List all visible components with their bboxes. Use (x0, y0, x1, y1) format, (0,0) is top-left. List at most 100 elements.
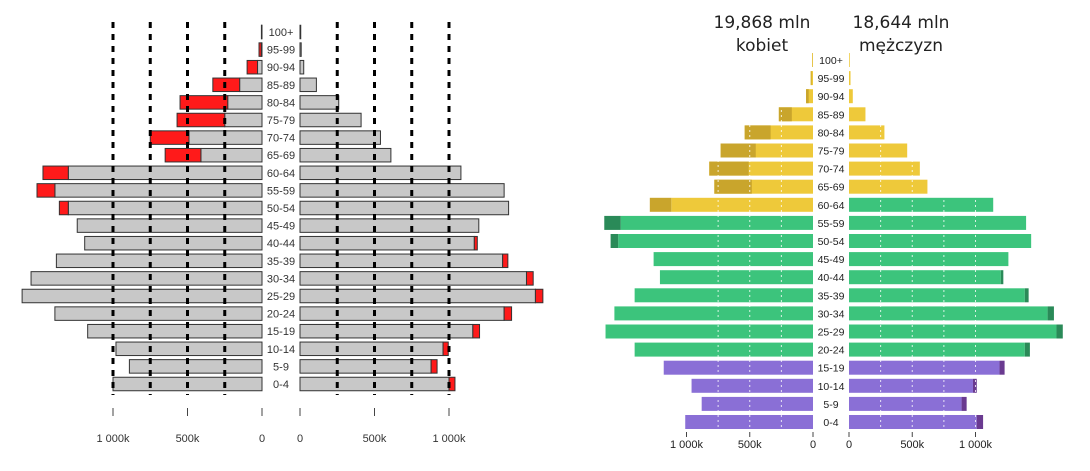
bar-men-extra-15-19 (999, 360, 1005, 375)
axis-tick-label-2: 0 (259, 433, 265, 445)
bar-women-shade-90-94 (806, 89, 809, 104)
bar-women-40-44 (659, 270, 813, 285)
bar-women-80-84 (227, 95, 263, 110)
age-label-30-34: 30-34 (267, 273, 295, 285)
bar-men-extra-20-24 (503, 306, 513, 321)
age-label-80-84: 80-84 (818, 127, 845, 139)
bar-men-50-54 (299, 200, 510, 216)
bar-women-extra-60-64 (42, 165, 69, 181)
bar-men-extra-10-14 (972, 378, 977, 393)
bar-women-50-54 (67, 200, 263, 216)
age-label-5-9: 5-9 (273, 361, 289, 373)
bar-women-65-69 (200, 147, 263, 163)
bar-men-35-39 (849, 288, 1025, 303)
bar-women-60-64 (67, 165, 263, 181)
bar-women-55-59 (54, 183, 263, 198)
bar-women-extra-75-79 (176, 112, 226, 128)
bar-women-55-59 (620, 215, 813, 230)
bar-women-10-14 (691, 378, 813, 393)
bar-women-35-39 (55, 253, 263, 269)
bar-women-extra-50-54 (58, 200, 69, 216)
bar-women-100+ (812, 53, 813, 67)
age-label-25-29: 25-29 (267, 291, 295, 303)
bar-men-70-74 (849, 161, 920, 176)
bar-men-20-24 (299, 306, 505, 321)
bar-women-extra-55-59 (604, 215, 621, 230)
men-total: 18,644 mln (852, 13, 950, 33)
bar-men-85-89 (299, 77, 317, 93)
bar-men-extra-40-44 (473, 235, 478, 251)
age-label-50-54: 50-54 (818, 236, 845, 248)
bar-men-5-9 (849, 396, 962, 411)
bar-men-extra-25-29 (1056, 324, 1063, 339)
bar-women-25-29 (605, 324, 813, 339)
age-label-35-39: 35-39 (267, 256, 295, 268)
bar-men-35-39 (299, 253, 504, 269)
bar-women-30-34 (30, 271, 263, 286)
bar-men-90-94 (299, 59, 305, 75)
bar-women-40-44 (84, 235, 263, 251)
age-label-50-54: 50-54 (267, 203, 295, 215)
men-label: mężczyzn (859, 36, 943, 56)
bar-women-35-39 (634, 288, 813, 303)
axis-tick-label-right-1: 500k (738, 439, 762, 451)
bar-women-extra-65-69 (164, 147, 202, 163)
bar-women-20-24 (54, 306, 263, 321)
bar-women-95-99 (810, 71, 813, 86)
bar-women-extra-90-94 (246, 59, 259, 75)
bar-men-95-99 (849, 71, 851, 86)
bar-men-75-79 (299, 112, 362, 128)
age-label-95-99: 95-99 (818, 73, 845, 85)
bar-men-extra-40-44 (1000, 270, 1004, 285)
age-label-65-69: 65-69 (818, 182, 845, 194)
bar-women-25-29 (21, 288, 263, 304)
bar-men-25-29 (299, 288, 536, 304)
age-label-55-59: 55-59 (267, 185, 295, 197)
age-label-100+: 100+ (269, 27, 294, 39)
bar-men-100+ (299, 24, 302, 40)
bar-men-extra-30-34 (525, 271, 534, 286)
bar-women-shade-85-89 (778, 107, 792, 122)
bar-women-20-24 (634, 342, 813, 357)
bar-women-15-19 (87, 323, 263, 339)
age-label-30-34: 30-34 (818, 308, 845, 320)
bar-women-extra-55-59 (36, 183, 56, 198)
age-label-85-89: 85-89 (818, 109, 845, 121)
bar-women-extra-60-64 (649, 197, 672, 212)
bar-women-shade-70-74 (709, 161, 749, 176)
bar-women-85-89 (239, 77, 263, 93)
age-label-85-89: 85-89 (267, 80, 295, 92)
axis-tick-label-5: 1 000k (432, 433, 466, 445)
bar-men-40-44 (849, 270, 1001, 285)
axis-tick-label-3: 0 (297, 433, 303, 445)
bar-women-15-19 (663, 360, 813, 375)
bar-men-45-49 (299, 218, 480, 233)
bar-women-50-54 (618, 234, 813, 248)
bar-women-45-49 (653, 252, 813, 267)
age-label-65-69: 65-69 (267, 150, 295, 162)
age-label-90-94: 90-94 (267, 62, 295, 74)
bar-women-5-9 (128, 359, 263, 374)
age-label-95-99: 95-99 (267, 45, 295, 57)
bar-men-50-54 (849, 234, 1032, 248)
bar-men-extra-0-4 (976, 415, 984, 429)
bar-men-15-19 (299, 323, 474, 339)
bar-men-55-59 (299, 183, 505, 198)
bar-men-70-74 (299, 130, 381, 145)
bar-men-90-94 (849, 89, 853, 104)
age-label-5-9: 5-9 (823, 399, 838, 411)
bar-women-90-94 (806, 89, 813, 104)
bar-men-55-59 (849, 215, 1027, 230)
age-label-15-19: 15-19 (267, 326, 295, 338)
bar-women-90-94 (257, 59, 263, 75)
bar-men-10-14 (849, 378, 973, 393)
bar-men-extra-30-34 (1047, 306, 1054, 321)
age-label-35-39: 35-39 (818, 290, 845, 302)
women-label: kobiet (735, 36, 789, 56)
age-label-75-79: 75-79 (267, 115, 295, 127)
bar-men-extra-15-19 (472, 323, 481, 339)
axis-tick-label-right-2: 0 (810, 439, 816, 451)
bar-women-extra-50-54 (610, 234, 619, 248)
age-label-55-59: 55-59 (818, 218, 845, 230)
population-pyramid-left: 0-4 5-9 10-14 15-19 20-24 25-29 30-34 35-39 40-4… (21, 22, 544, 445)
